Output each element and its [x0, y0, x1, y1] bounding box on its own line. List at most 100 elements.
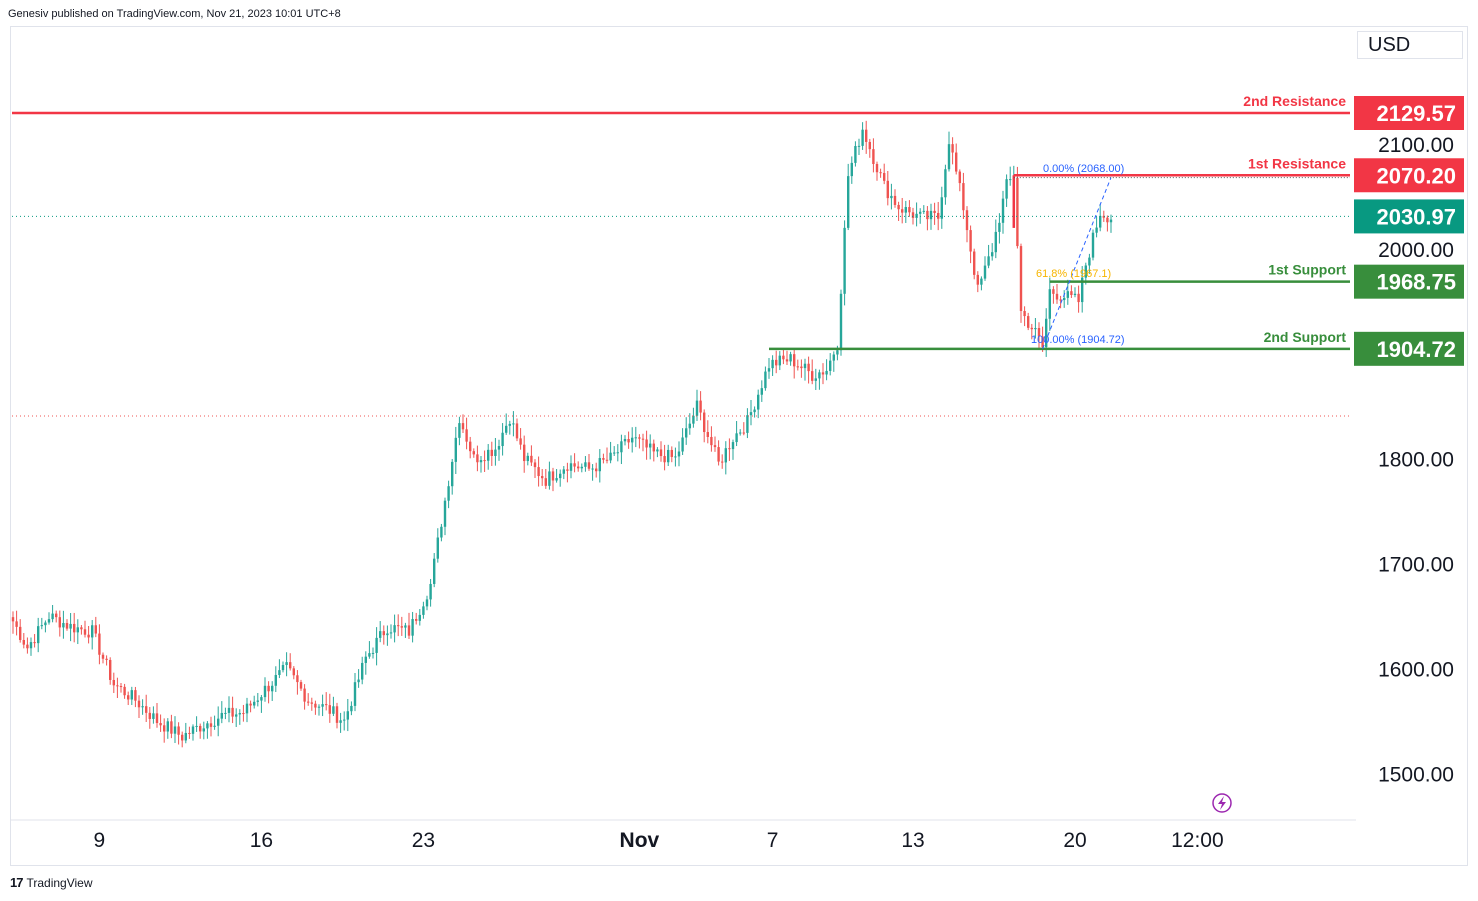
- candle-body: [242, 713, 245, 715]
- candle-body: [263, 685, 267, 698]
- candle-body: [1034, 328, 1037, 330]
- candle-body: [584, 462, 587, 467]
- price-tick: 1700.00: [1378, 554, 1454, 577]
- candle-body: [994, 231, 997, 253]
- candle-body: [213, 725, 216, 727]
- candle-body: [512, 423, 515, 425]
- candle-body: [335, 706, 339, 723]
- candle-body: [224, 712, 227, 714]
- candle-body: [137, 700, 141, 708]
- candle-body: [937, 212, 940, 219]
- currency-selector[interactable]: USD: [1357, 31, 1463, 59]
- candle-body: [33, 642, 36, 644]
- level-tag-text-2: 1968.75: [1376, 270, 1456, 295]
- candle-body: [328, 705, 331, 714]
- lightning-icon[interactable]: [1212, 793, 1232, 813]
- candle-body: [944, 169, 947, 198]
- candle-body: [530, 455, 533, 463]
- candle-body: [976, 274, 979, 285]
- candle-body: [818, 372, 821, 379]
- candle-body: [325, 704, 328, 706]
- candle-body: [260, 697, 263, 701]
- candle-body: [191, 726, 195, 734]
- tradingview-logo[interactable]: 17 TradingView: [10, 875, 93, 890]
- fibonacci-layer: 0.00% (2068.00) 61.8% (1967.1) 100.00% (19…: [1013, 163, 1350, 350]
- candle-body: [1106, 217, 1109, 223]
- candle-body: [469, 441, 472, 452]
- candle-body: [346, 711, 349, 720]
- candle-body: [710, 436, 713, 446]
- candle-body: [832, 354, 835, 361]
- chart-frame[interactable]: [10, 26, 1468, 866]
- candle-body: [109, 659, 112, 680]
- candle-body: [80, 627, 83, 630]
- candle-body: [836, 350, 839, 355]
- candle-body: [253, 701, 256, 706]
- candle-body: [350, 705, 353, 712]
- candle-body: [908, 207, 911, 213]
- candle-body: [303, 688, 306, 702]
- candle-body: [101, 654, 105, 659]
- candle-body: [1030, 327, 1033, 330]
- candle-body: [645, 439, 648, 448]
- candle-body: [872, 149, 875, 164]
- candle-body: [1073, 293, 1077, 295]
- candle-body: [1091, 232, 1095, 258]
- candle-body: [785, 359, 789, 362]
- candle-body: [789, 354, 792, 362]
- candle-body: [1070, 291, 1073, 295]
- candle-body: [368, 653, 371, 657]
- candle-body: [623, 439, 627, 442]
- candle-body: [267, 685, 270, 692]
- candle-body: [112, 679, 115, 686]
- candle-body: [389, 632, 393, 634]
- candle-body: [616, 452, 619, 454]
- time-tick: Nov: [620, 829, 660, 852]
- candle-body: [778, 355, 781, 366]
- candle-body: [105, 658, 108, 660]
- candle-body: [641, 438, 645, 440]
- time-tick: 16: [250, 829, 273, 852]
- candle-body: [566, 469, 569, 471]
- last-price-tag: [1354, 199, 1464, 234]
- level-tag-1: [1354, 158, 1464, 193]
- candle-body: [415, 618, 418, 621]
- candles-layer: [11, 120, 1113, 748]
- candle-body: [713, 445, 717, 448]
- candle-body: [595, 468, 598, 472]
- time-tick: 13: [901, 829, 924, 852]
- candle-body: [422, 606, 425, 615]
- price-tick: 2100.00: [1378, 134, 1454, 157]
- candle-body: [695, 400, 699, 416]
- candle-body: [559, 473, 562, 479]
- candle-body: [883, 172, 886, 181]
- candle-body: [515, 423, 519, 439]
- candle-body: [508, 423, 511, 426]
- candle-body: [803, 363, 807, 369]
- candle-body: [728, 448, 731, 450]
- candle-body: [721, 461, 724, 463]
- candle-body: [37, 626, 40, 644]
- candle-body: [555, 478, 558, 481]
- candle-body: [973, 251, 976, 275]
- candle-body: [386, 633, 389, 636]
- candle-body: [145, 706, 148, 713]
- candle-body: [605, 459, 609, 461]
- candle-body: [465, 429, 468, 442]
- candle-body: [699, 400, 702, 413]
- candle-body: [256, 700, 259, 702]
- candle-body: [361, 662, 364, 680]
- candle-body: [296, 675, 299, 683]
- candle-body: [933, 210, 936, 213]
- candle-body: [91, 625, 94, 638]
- candle-body: [227, 707, 231, 713]
- candle-body: [487, 449, 490, 461]
- candle-body: [1027, 316, 1030, 328]
- candle-body: [782, 355, 785, 360]
- price-tick: 1600.00: [1378, 658, 1454, 681]
- candle-body: [119, 686, 123, 688]
- candle-body: [98, 633, 101, 655]
- candle-body: [184, 732, 187, 741]
- candle-body: [404, 625, 407, 628]
